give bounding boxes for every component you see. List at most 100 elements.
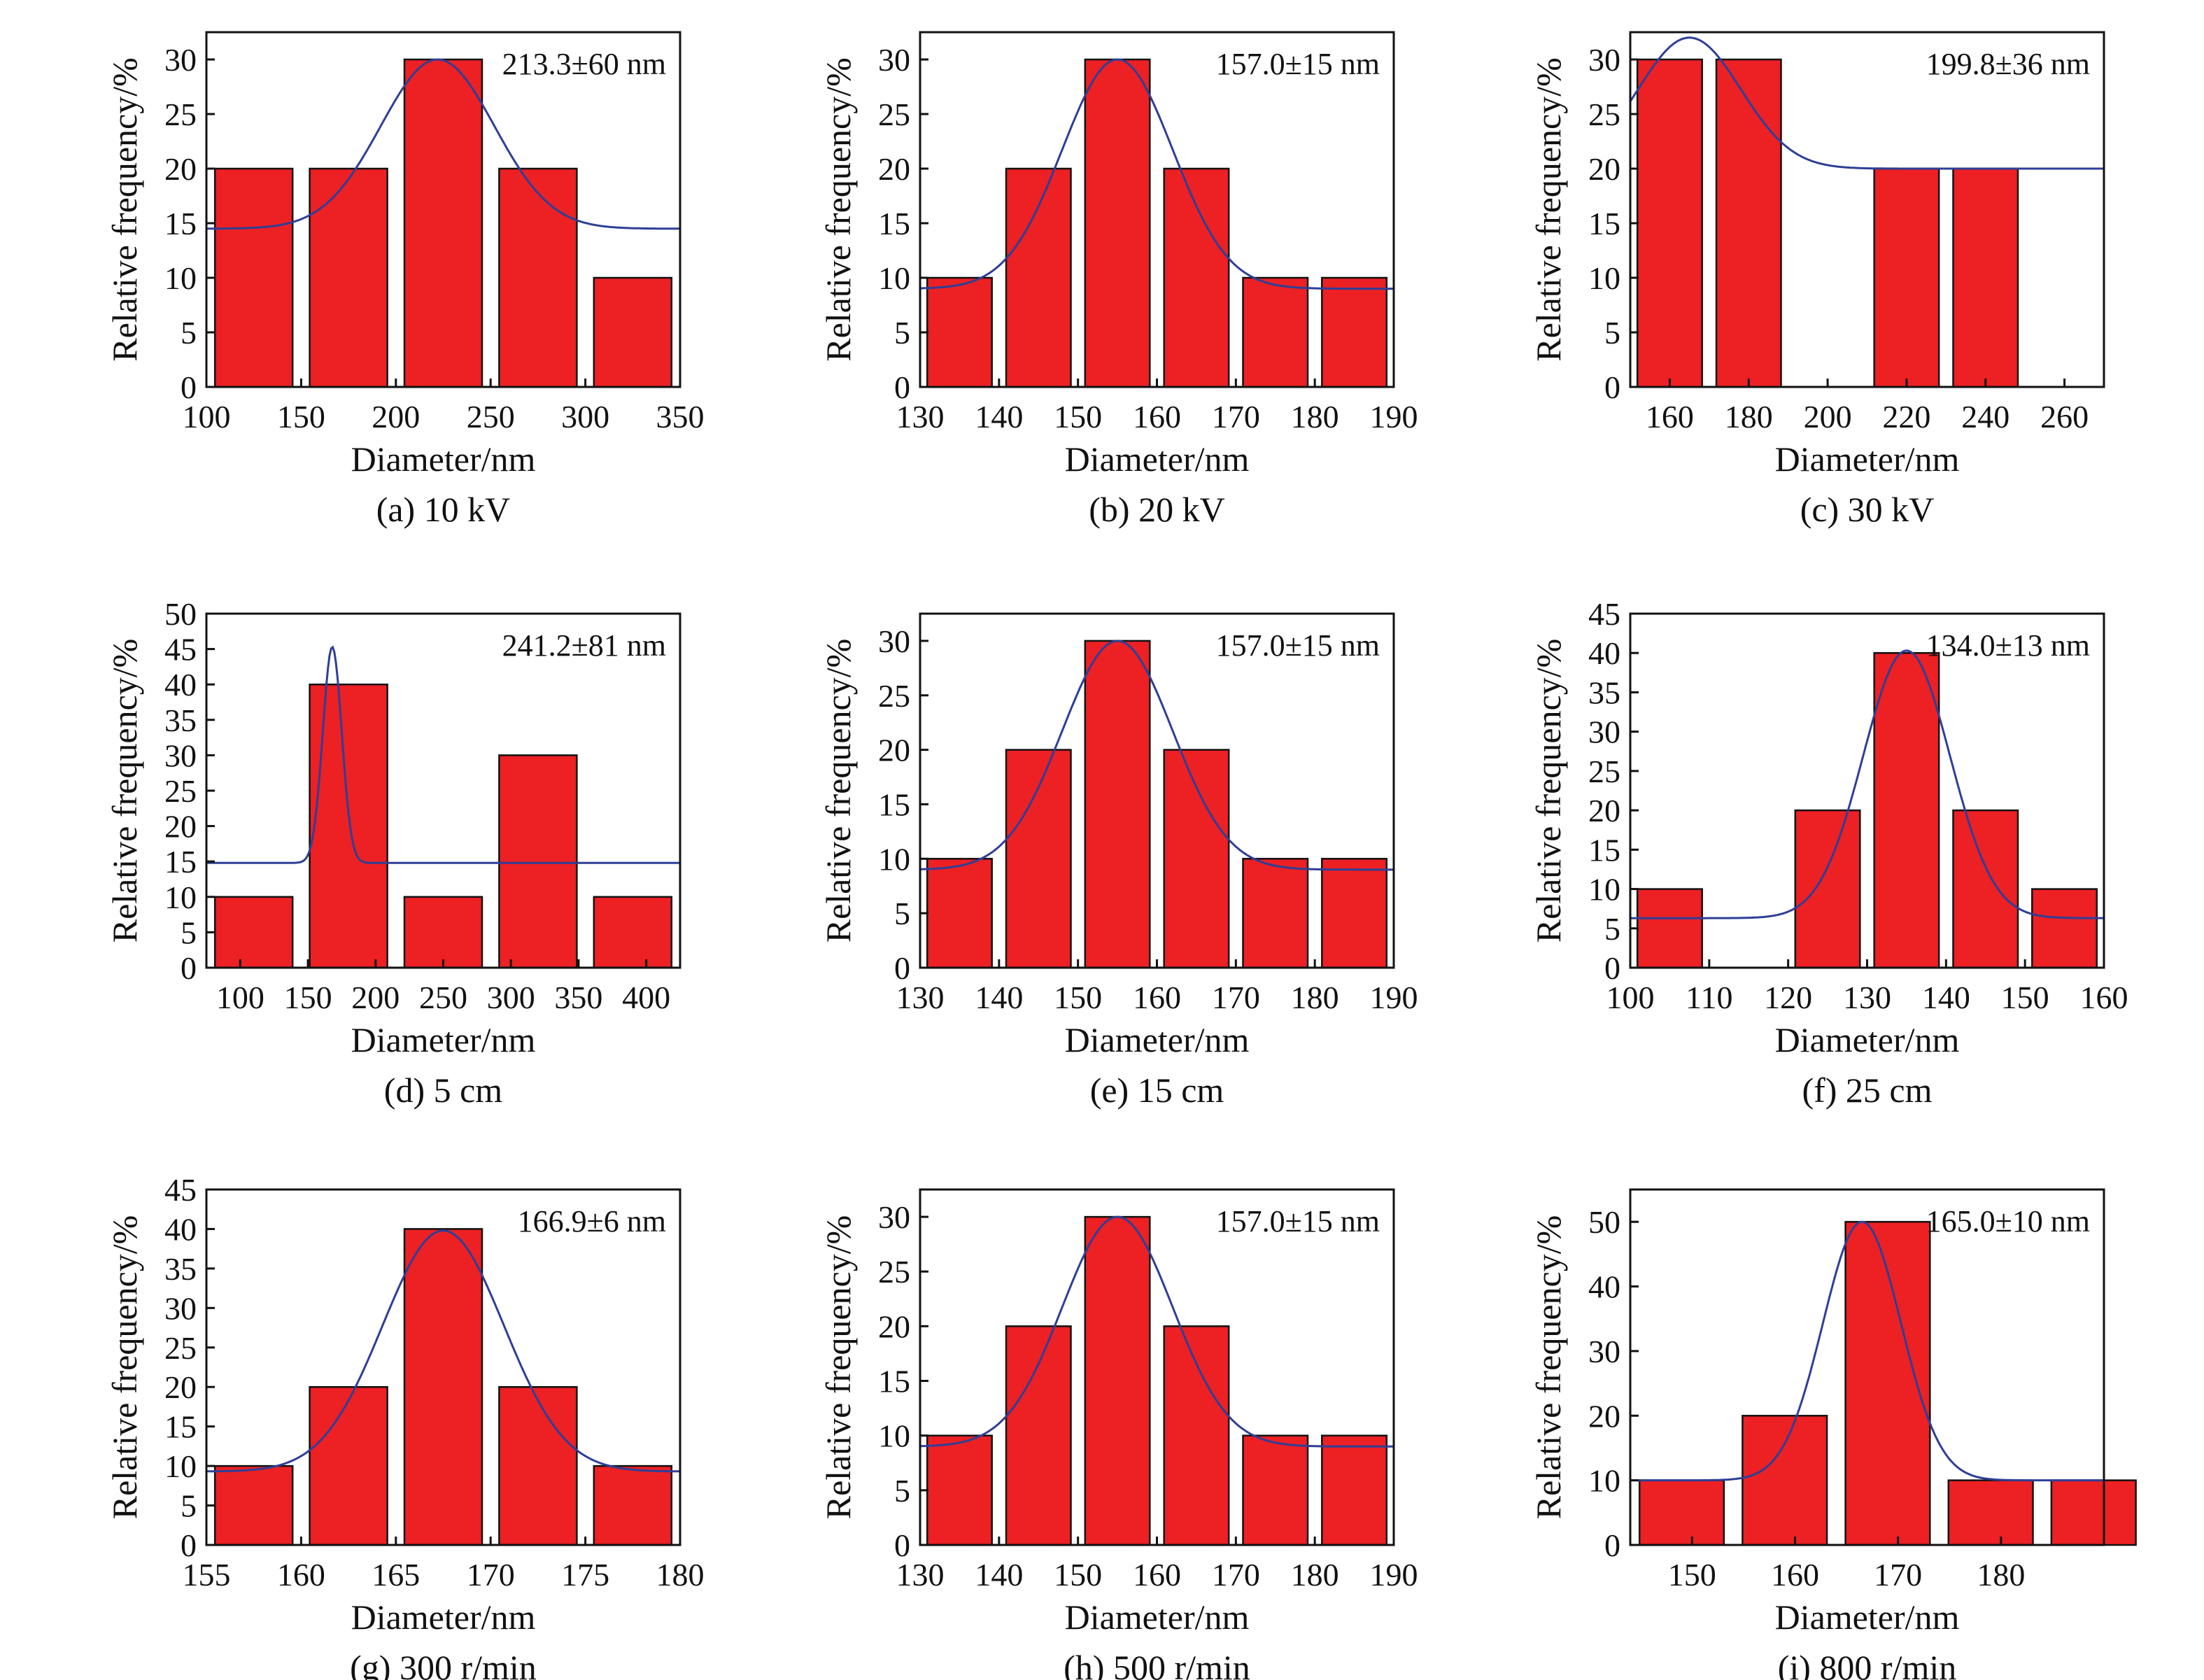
panel-caption: (d) 5 cm (384, 1071, 502, 1110)
chart-panel: 0 10 20 30 40 50 150 160 170 180 Diameter/nm Relati… (1529, 1188, 2137, 1680)
panel-caption: (c) 30 kV (1800, 490, 1935, 529)
panel-caption: (b) 20 kV (1089, 490, 1224, 529)
y-tick-label: 35 (164, 1251, 197, 1287)
plot-frame (205, 1188, 681, 1546)
histogram-bar (1005, 749, 1072, 969)
y-axis-label: Relative frequency/% (819, 57, 858, 362)
y-tick-label: 5 (181, 315, 197, 351)
chart-panel: 0 5 10 15 20 25 30 100 150 200 250 300 350 Diameter/n… (105, 31, 705, 529)
x-tick-label: 160 (1133, 980, 1181, 1015)
y-tick-label: 5 (1604, 315, 1620, 351)
y-tick-label: 15 (878, 206, 910, 241)
x-tick-label: 260 (2040, 399, 2089, 435)
x-tick-label: 190 (1370, 980, 1418, 1015)
x-tick-label: 140 (1922, 980, 1970, 1015)
histogram-bar (593, 1464, 673, 1546)
y-tick-label: 10 (1588, 872, 1620, 908)
histogram-bar (1084, 1215, 1151, 1546)
histogram-bar (403, 58, 483, 388)
histogram-bar (498, 754, 578, 969)
histogram-bar (926, 1434, 993, 1546)
x-tick-label: 170 (1212, 399, 1260, 435)
y-tick-label: 25 (1588, 97, 1620, 132)
x-axis-label: Diameter/nm (1065, 1597, 1250, 1637)
y-tick-label: 20 (164, 1369, 197, 1405)
x-tick-label: 170 (1212, 980, 1260, 1015)
x-tick-label: 180 (1291, 980, 1339, 1015)
y-tick-label: 25 (164, 97, 197, 132)
x-axis-label: Diameter/nm (1065, 439, 1250, 479)
histogram-bar (593, 896, 673, 969)
histogram-bar (213, 896, 294, 969)
x-tick-label: 150 (1054, 980, 1102, 1015)
histogram-bar (1084, 640, 1151, 969)
x-tick-label: 180 (1725, 399, 1773, 435)
mean-diameter-annotation: 134.0±13 nm (1926, 628, 2090, 663)
y-tick-label: 45 (164, 632, 197, 668)
y-tick-label: 40 (164, 1211, 197, 1247)
histogram-bar (1242, 276, 1309, 388)
histogram-bar (1163, 167, 1230, 388)
histogram-bar (1321, 1434, 1388, 1546)
histogram-bar (1084, 58, 1151, 388)
y-tick-label: 45 (1588, 596, 1620, 632)
histogram-bar (1638, 1479, 1725, 1546)
y-tick-label: 40 (164, 667, 197, 703)
mean-diameter-annotation: 165.0±10 nm (1926, 1204, 2090, 1238)
x-tick-label: 160 (277, 1557, 325, 1593)
y-tick-label: 25 (164, 773, 197, 809)
y-tick-label: 0 (894, 369, 910, 405)
gaussian-fit-line (1630, 1220, 2104, 1482)
x-tick-label: 300 (487, 980, 535, 1015)
x-axis-label: Diameter/nm (1775, 1597, 1960, 1637)
histogram-bar (309, 683, 388, 969)
x-axis-label: Diameter/nm (351, 1597, 536, 1637)
x-tick-label: 190 (1370, 399, 1418, 435)
y-tick-label: 15 (164, 206, 197, 241)
y-tick-label: 30 (878, 1199, 910, 1235)
mean-diameter-annotation: 199.8±36 nm (1926, 47, 2090, 81)
x-tick-label: 350 (554, 980, 602, 1015)
y-tick-label: 5 (1604, 911, 1620, 947)
y-tick-label: 20 (878, 151, 910, 187)
y-tick-label: 30 (878, 623, 910, 659)
y-tick-label: 0 (1604, 369, 1620, 405)
y-tick-label: 30 (164, 1290, 197, 1326)
gaussian-fit-line (1630, 649, 2104, 919)
y-tick-label: 20 (878, 733, 910, 768)
mean-diameter-annotation: 157.0±15 nm (1216, 628, 1380, 663)
y-tick-label: 10 (164, 1448, 197, 1484)
x-tick-label: 120 (1764, 980, 1812, 1015)
y-tick-label: 0 (894, 1527, 910, 1563)
x-tick-label: 100 (1606, 980, 1655, 1015)
x-tick-label: 350 (656, 399, 705, 435)
histogram-bar (1794, 809, 1861, 969)
histogram-bar (2050, 1479, 2137, 1546)
x-tick-label: 170 (467, 1557, 515, 1593)
y-tick-label: 30 (164, 42, 197, 78)
x-tick-label: 130 (896, 399, 945, 435)
x-tick-label: 200 (351, 980, 400, 1015)
x-tick-label: 180 (1977, 1557, 2025, 1593)
x-tick-label: 130 (896, 980, 945, 1015)
chart-panel: 0 5 10 15 20 25 30 130 140 150 160 170 180 190 Diamete… (819, 612, 1418, 1110)
x-axis-label: Diameter/nm (351, 439, 536, 479)
y-tick-label: 15 (164, 844, 197, 880)
panel-caption: (e) 15 cm (1090, 1071, 1224, 1110)
y-tick-label: 5 (181, 1488, 197, 1524)
y-axis-label: Relative frequency/% (105, 57, 144, 362)
x-tick-label: 160 (1133, 399, 1181, 435)
y-tick-label: 25 (164, 1330, 197, 1366)
histogram-bar (1321, 858, 1388, 969)
y-tick-label: 15 (878, 786, 910, 822)
mean-diameter-annotation: 241.2±81 nm (502, 628, 666, 663)
histogram-bar (498, 167, 578, 388)
histogram-bar (213, 1464, 294, 1546)
histogram-bar (1952, 809, 2019, 969)
histogram-bar (1873, 167, 1940, 388)
histogram-bar (309, 1385, 388, 1546)
y-tick-label: 10 (1588, 260, 1620, 296)
x-axis-label: Diameter/nm (1065, 1020, 1250, 1059)
